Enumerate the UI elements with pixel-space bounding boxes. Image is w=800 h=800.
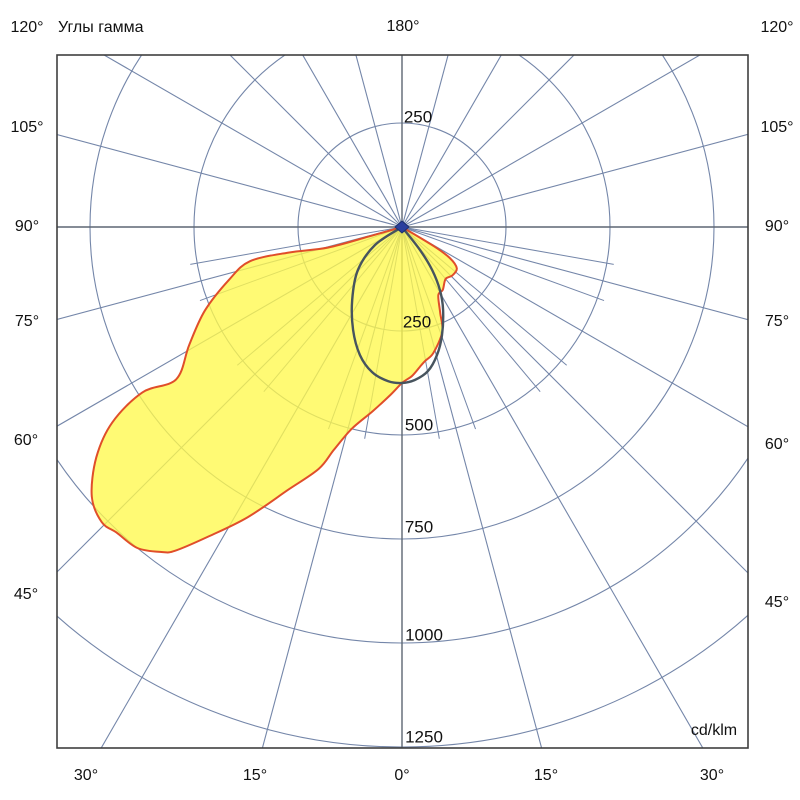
units-label: cd/klm — [690, 722, 738, 739]
intensity-tick-250: 250 — [402, 312, 432, 332]
gamma-label-120-topleft: 120° — [10, 19, 44, 36]
grid-ray-105-right — [401, 133, 748, 228]
grid-ray-105-left — [57, 133, 403, 228]
grid-ray-120-right — [401, 55, 702, 228]
gamma-label-75-left: 75° — [14, 313, 40, 330]
gamma-label-30-bottomright: 30° — [699, 767, 725, 784]
gamma-label-30-bottomleft: 30° — [73, 767, 99, 784]
gamma-label-45-left: 45° — [13, 586, 39, 603]
intensity-tick-1250: 1250 — [405, 727, 443, 747]
intensity-tick-1000: 1000 — [405, 625, 443, 645]
grid-shortray-70-right — [401, 226, 605, 302]
gamma-label-90-left: 90° — [14, 218, 40, 235]
grid-ray-135-left — [229, 55, 403, 228]
grid-shortray-80-right — [401, 226, 614, 265]
gamma-label-105-right: 105° — [760, 119, 794, 136]
gamma-label-60-left: 60° — [13, 432, 39, 449]
grid-ray-150-left — [302, 55, 403, 228]
grid-ray-135-right — [401, 55, 575, 228]
page-title: Углы гамма — [58, 19, 144, 36]
grid-ray-45-right — [401, 226, 748, 574]
gamma-label-45-right: 45° — [764, 594, 790, 611]
intensity-tick-250-above: 250 — [403, 107, 433, 127]
grid-ray-165-right — [401, 55, 449, 228]
gamma-label-120-topright: 120° — [760, 19, 794, 36]
beam-curve-c90-c270 — [350, 225, 445, 385]
grid-ray-165-left — [355, 55, 403, 228]
grid-shortray-80-left — [190, 226, 403, 265]
intensity-tick-500: 500 — [404, 415, 434, 435]
gamma-label-105-left: 105° — [10, 119, 44, 136]
pole-marker-icon — [394, 220, 410, 234]
grid-ray-75-right — [401, 226, 748, 321]
gamma-label-0-bottom: 0° — [394, 767, 410, 784]
gamma-label-60-right: 60° — [764, 436, 790, 453]
gamma-label-15-bottomright: 15° — [533, 767, 559, 784]
intensity-tick-750: 750 — [404, 517, 434, 537]
grid-ray-150-right — [401, 55, 502, 228]
grid-ray-120-left — [102, 55, 403, 228]
grid-ray-30-right — [401, 226, 704, 748]
plot-frame — [56, 54, 749, 749]
grid-ray-15-right — [401, 226, 543, 748]
gamma-label-75-right: 75° — [764, 313, 790, 330]
gamma-label-90-right: 90° — [764, 218, 790, 235]
grid-ray-60-right — [401, 226, 748, 428]
beam-curve-c0-c180 — [90, 226, 458, 554]
gamma-label-15-bottomleft: 15° — [242, 767, 268, 784]
gamma-label-180-top: 180° — [386, 18, 420, 35]
